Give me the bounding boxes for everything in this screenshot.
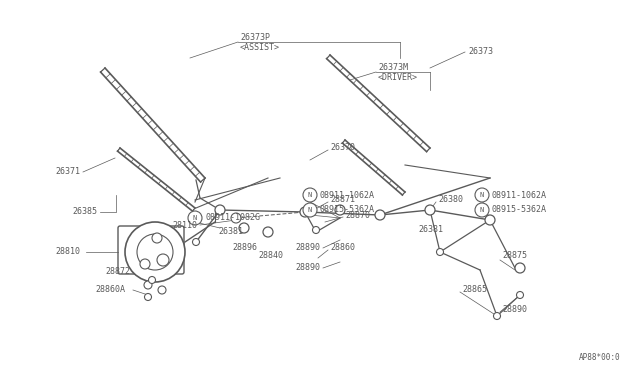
Text: <ASSIST>: <ASSIST> xyxy=(240,44,280,52)
Text: 08911-1082G: 08911-1082G xyxy=(205,214,260,222)
Text: 08911-1062A: 08911-1062A xyxy=(492,190,547,199)
Text: 26373M: 26373M xyxy=(378,64,408,73)
Text: 28870: 28870 xyxy=(345,211,370,219)
Circle shape xyxy=(263,227,273,237)
Text: 26381: 26381 xyxy=(418,225,443,234)
Text: 26373: 26373 xyxy=(468,48,493,57)
Circle shape xyxy=(215,205,225,215)
Text: 08911-1062A: 08911-1062A xyxy=(320,190,375,199)
Circle shape xyxy=(157,254,169,266)
Circle shape xyxy=(125,222,185,282)
Circle shape xyxy=(475,188,489,202)
Text: N: N xyxy=(480,192,484,198)
Text: 26371: 26371 xyxy=(55,167,80,176)
Text: 28890: 28890 xyxy=(502,305,527,314)
Text: 28860A: 28860A xyxy=(95,285,125,295)
Circle shape xyxy=(375,210,385,220)
Circle shape xyxy=(485,215,495,225)
Text: 28872: 28872 xyxy=(105,267,130,276)
Circle shape xyxy=(515,263,525,273)
Text: 26385: 26385 xyxy=(72,208,97,217)
Circle shape xyxy=(158,286,166,294)
Circle shape xyxy=(193,238,200,246)
Circle shape xyxy=(239,223,249,233)
Text: 28890: 28890 xyxy=(295,263,320,273)
Text: 08915-5362A: 08915-5362A xyxy=(320,205,375,215)
Text: 28840: 28840 xyxy=(258,250,283,260)
Circle shape xyxy=(425,205,435,215)
Text: <DRIVER>: <DRIVER> xyxy=(378,74,418,83)
Circle shape xyxy=(300,207,310,217)
Circle shape xyxy=(231,213,241,223)
Circle shape xyxy=(140,259,150,269)
Text: 26380: 26380 xyxy=(438,196,463,205)
Text: AP88*00:0: AP88*00:0 xyxy=(579,353,620,362)
Text: 28875: 28875 xyxy=(502,250,527,260)
Circle shape xyxy=(144,281,152,289)
Text: 26381: 26381 xyxy=(218,228,243,237)
Circle shape xyxy=(188,211,202,225)
Text: 28810: 28810 xyxy=(55,247,80,257)
Text: N: N xyxy=(308,207,312,213)
Text: 08915-5362A: 08915-5362A xyxy=(492,205,547,215)
Circle shape xyxy=(493,312,500,320)
Circle shape xyxy=(436,248,444,256)
Text: N: N xyxy=(480,207,484,213)
Text: 28896: 28896 xyxy=(232,244,257,253)
Text: 28865: 28865 xyxy=(462,285,487,295)
Circle shape xyxy=(148,276,156,283)
Circle shape xyxy=(303,203,317,217)
Circle shape xyxy=(145,294,152,301)
Text: N: N xyxy=(308,192,312,198)
Circle shape xyxy=(303,188,317,202)
Text: N: N xyxy=(193,215,197,221)
Circle shape xyxy=(335,205,345,215)
Circle shape xyxy=(152,233,162,243)
Circle shape xyxy=(516,292,524,298)
Text: 28860: 28860 xyxy=(330,244,355,253)
Text: 28871: 28871 xyxy=(330,196,355,205)
Text: 26370: 26370 xyxy=(330,144,355,153)
Text: 28890: 28890 xyxy=(295,244,320,253)
Circle shape xyxy=(137,234,173,270)
Circle shape xyxy=(312,227,319,234)
Text: 28110: 28110 xyxy=(172,221,197,230)
Text: 26373P: 26373P xyxy=(240,33,270,42)
Circle shape xyxy=(475,203,489,217)
